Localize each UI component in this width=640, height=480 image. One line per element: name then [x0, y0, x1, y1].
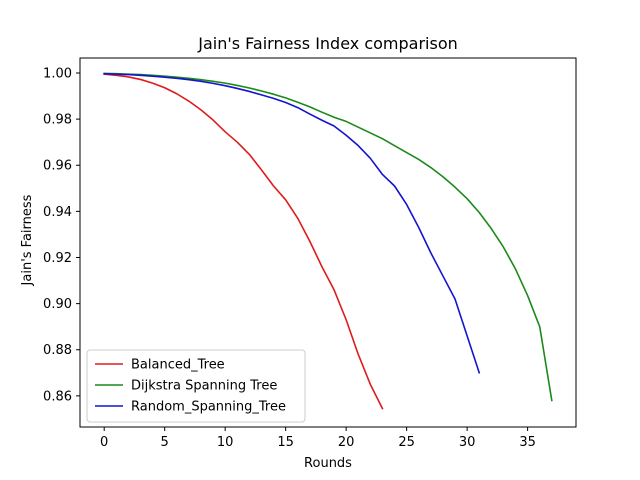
x-tick-label: 15 — [277, 435, 294, 450]
y-axis-label: Jain's Fairness — [20, 194, 35, 286]
legend-label-random-spanning-tree: Random_Spanning_Tree — [131, 400, 286, 415]
series-line-random-spanning-tree — [103, 72, 481, 374]
series-line-dijkstra-spanning-tree — [103, 72, 553, 402]
legend-box — [86, 349, 306, 423]
x-axis-label: Rounds — [304, 456, 352, 471]
x-tick-label: 10 — [217, 435, 234, 450]
series-layer — [103, 72, 553, 410]
chart-title: Jain's Fairness Index comparison — [197, 34, 458, 53]
x-tick-label: 20 — [338, 435, 355, 450]
x-tick-label: 30 — [459, 435, 476, 450]
x-tick-label: 5 — [161, 435, 169, 450]
x-tick-label: 25 — [398, 435, 415, 450]
y-tick-label: 0.90 — [43, 297, 72, 312]
y-tick-label: 0.94 — [43, 205, 72, 220]
legend: Balanced_Tree Dijkstra Spanning Tree Rando… — [86, 349, 306, 423]
y-tick-label: 0.92 — [43, 251, 72, 266]
y-tick-label: 0.86 — [43, 389, 72, 404]
y-tick-label: 0.96 — [43, 159, 72, 174]
y-tick-label: 0.88 — [43, 343, 72, 358]
legend-label-balanced-tree: Balanced_Tree — [131, 358, 225, 373]
x-axis: 0 5 10 15 20 25 30 35 — [100, 427, 536, 450]
y-tick-label: 0.98 — [43, 113, 72, 128]
series-line-balanced-tree — [103, 73, 384, 410]
y-tick-label: 1.00 — [43, 66, 72, 81]
y-axis: 0.86 0.88 0.90 0.92 0.94 0.96 0.98 1.00 — [43, 66, 80, 404]
plot-frame — [79, 57, 577, 428]
legend-label-dijkstra-spanning-tree: Dijkstra Spanning Tree — [131, 379, 277, 394]
x-tick-label: 0 — [100, 435, 108, 450]
x-tick-label: 35 — [519, 435, 536, 450]
